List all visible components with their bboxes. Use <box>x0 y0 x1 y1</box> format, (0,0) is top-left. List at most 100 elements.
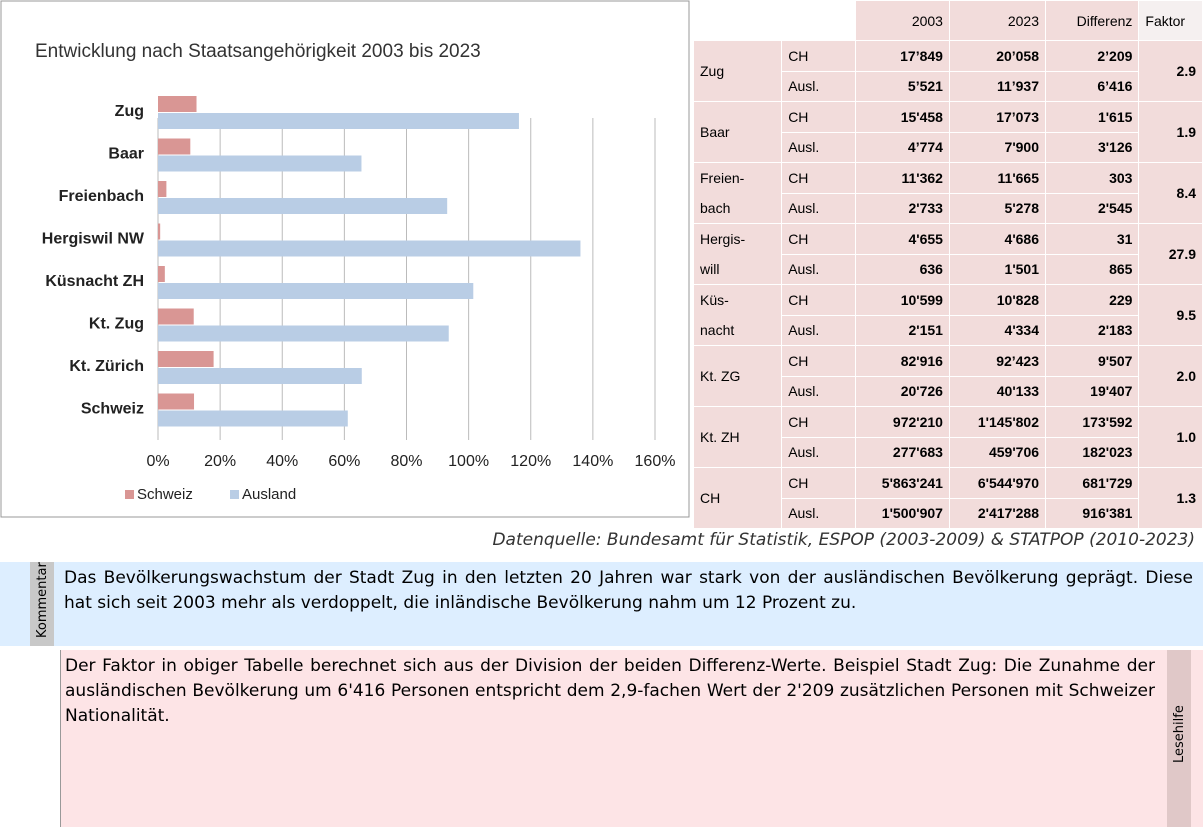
help-label: Lesehilfe <box>1167 650 1191 827</box>
type-cell: CH <box>781 40 856 72</box>
factor-cell: 2.0 <box>1138 345 1203 407</box>
type-cell: CH <box>781 467 856 499</box>
num-cell: 92’423 <box>948 345 1047 377</box>
bar <box>158 240 581 257</box>
num-cell: 4’774 <box>854 131 950 163</box>
num-cell: 5'278 <box>948 192 1047 224</box>
num-cell: 1'615 <box>1045 101 1140 133</box>
num-cell: 11’937 <box>948 70 1047 102</box>
y-tick-label: Schweiz <box>81 401 144 418</box>
place-cell: Kt. ZG <box>692 345 783 407</box>
place-line: Kt. ZH <box>700 429 740 445</box>
num-cell: 2'733 <box>854 192 950 224</box>
comment-label: Kommentar <box>30 562 54 646</box>
place-cell: Küs-nacht <box>692 284 783 346</box>
type-cell: Ausl. <box>781 70 856 102</box>
type-cell: Ausl. <box>781 436 856 468</box>
table-row: Ausl. 1'500'907 2'417'288 916'381 <box>694 497 1203 529</box>
legend-label: Schweiz <box>137 486 193 503</box>
num-cell: 1'145'802 <box>948 406 1047 438</box>
table-row: Kt. ZG CH 82'916 92’423 9'507 2.0 <box>692 345 1203 407</box>
table-row: Küs-nacht CH 10'599 10'828 229 9.5 <box>692 284 1203 346</box>
legend-label: Ausland <box>242 486 296 503</box>
header-row: 2003 2023 Differenz Faktor <box>692 0 1203 41</box>
bar <box>158 113 519 129</box>
factor-cell: 2.9 <box>1138 40 1203 102</box>
x-tick-label: 100% <box>448 453 489 470</box>
place-line: Hergis- <box>700 231 746 247</box>
factor-cell: 27.9 <box>1138 223 1203 285</box>
header-cell: 2023 <box>948 0 1047 41</box>
x-tick-label: 60% <box>328 453 360 470</box>
place-line: Baar <box>700 124 730 140</box>
factor-cell: 1.0 <box>1138 406 1203 468</box>
place-cell: Freien-bach <box>692 162 783 224</box>
table-row: Ausl. 277'683 459'706 182'023 <box>694 436 1203 468</box>
num-cell: 17’849 <box>854 40 950 72</box>
num-cell: 4'334 <box>948 314 1047 346</box>
bar <box>158 308 194 325</box>
num-cell: 17’073 <box>948 101 1047 133</box>
place-line: nacht <box>700 322 735 338</box>
num-cell: 972'210 <box>854 406 950 438</box>
x-tick-label: 120% <box>510 453 551 470</box>
num-cell: 2'545 <box>1045 192 1140 224</box>
num-cell: 6'544'970 <box>948 467 1047 499</box>
type-cell: Ausl. <box>781 192 856 224</box>
header-cell: Differenz <box>1045 0 1140 41</box>
table-row: Ausl. 20'726 40'133 19'407 <box>694 375 1203 407</box>
num-cell: 2’209 <box>1045 40 1140 72</box>
y-tick-label: Kt. Zug <box>89 316 144 333</box>
num-cell: 40'133 <box>948 375 1047 407</box>
bar <box>158 368 362 384</box>
x-tick-label: 140% <box>572 453 613 470</box>
type-cell: Ausl. <box>781 131 856 163</box>
place-cell: Zug <box>692 40 783 102</box>
y-tick-label: Baar <box>108 146 144 163</box>
x-tick-label: 20% <box>204 453 236 470</box>
y-tick-label: Küsnacht ZH <box>45 273 144 290</box>
y-tick-label: Zug <box>115 103 144 120</box>
num-cell: 3'126 <box>1045 131 1140 163</box>
data-table: 2003 2023 Differenz Faktor Zug CH 17’849 20’058… <box>692 0 1203 529</box>
num-cell: 20'726 <box>854 375 950 407</box>
type-cell: CH <box>781 162 856 194</box>
type-cell: Ausl. <box>781 375 856 407</box>
type-cell: Ausl. <box>781 497 856 529</box>
num-cell: 182'023 <box>1045 436 1140 468</box>
bar <box>158 181 167 197</box>
type-cell: CH <box>781 101 856 133</box>
num-cell: 10'828 <box>948 284 1047 316</box>
header-cell: Faktor <box>1138 0 1203 41</box>
legend-swatch <box>125 490 134 499</box>
bar <box>158 198 448 214</box>
y-tick-label: Freienbach <box>59 188 144 205</box>
place-line: Freien- <box>700 170 745 186</box>
num-cell: 4'655 <box>854 223 950 255</box>
num-cell: 277'683 <box>854 436 950 468</box>
table-row: Ausl. 2'733 5'278 2'545 <box>694 192 1203 224</box>
num-cell: 6’416 <box>1045 70 1140 102</box>
x-tick-label: 40% <box>266 453 298 470</box>
x-tick-label: 80% <box>390 453 422 470</box>
num-cell: 15'458 <box>854 101 950 133</box>
num-cell: 9'507 <box>1045 345 1140 377</box>
num-cell: 916'381 <box>1045 497 1140 529</box>
table-row: Baar CH 15'458 17’073 1'615 1.9 <box>692 101 1203 163</box>
comment-box: Kommentar Das Bevölkerungswachstum der S… <box>0 562 1203 646</box>
num-cell: 229 <box>1045 284 1140 316</box>
place-line: Zug <box>700 63 725 79</box>
num-cell: 5'863'241 <box>854 467 950 499</box>
num-cell: 1'501 <box>948 253 1047 285</box>
place-line: Kt. ZG <box>700 368 741 384</box>
num-cell: 10'599 <box>854 284 950 316</box>
num-cell: 303 <box>1045 162 1140 194</box>
bar <box>158 351 214 367</box>
num-cell: 82'916 <box>854 345 950 377</box>
place-cell: Baar <box>692 101 783 163</box>
table-row: Hergis-will CH 4'655 4'686 31 27.9 <box>692 223 1203 285</box>
chart: Entwicklung nach Staatsangehörigkeit 200… <box>0 0 690 518</box>
table-row: Ausl. 4’774 7'900 3'126 <box>694 131 1203 163</box>
place-cell: CH <box>692 467 783 529</box>
